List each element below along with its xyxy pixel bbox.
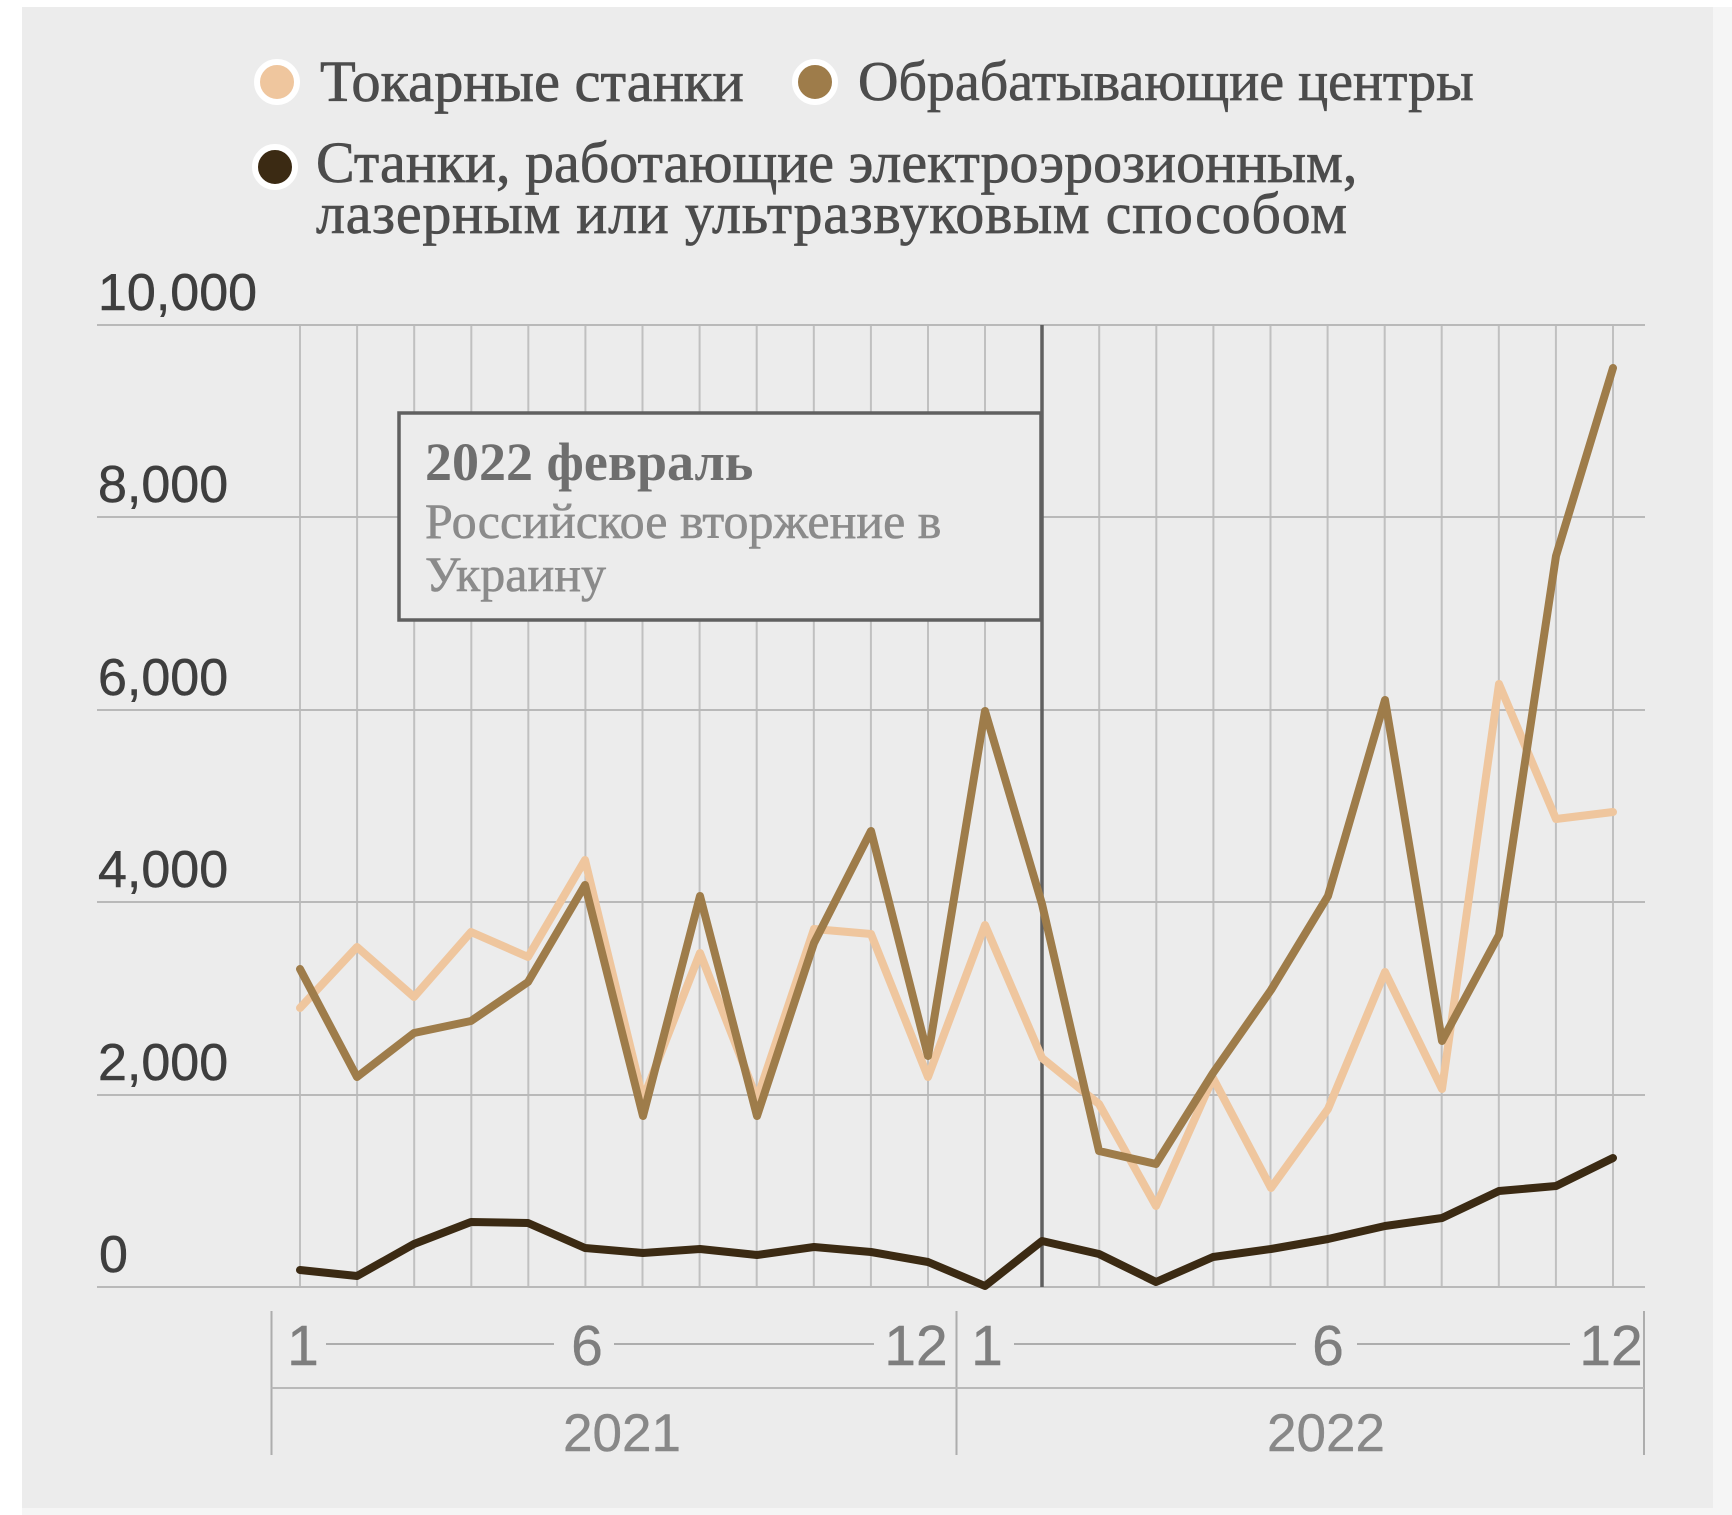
svg-text:8,000: 8,000 (98, 456, 228, 514)
svg-text:6: 6 (571, 1314, 603, 1378)
svg-text:1: 1 (287, 1314, 319, 1378)
svg-text:6,000: 6,000 (98, 649, 228, 707)
svg-text:12: 12 (884, 1314, 947, 1378)
svg-text:10,000: 10,000 (98, 264, 257, 322)
svg-text:Российское вторжение в: Российское вторжение в (425, 493, 941, 549)
svg-text:6: 6 (1312, 1314, 1344, 1378)
svg-text:0: 0 (99, 1226, 128, 1284)
svg-text:Украину: Украину (425, 546, 606, 602)
svg-text:2021: 2021 (563, 1404, 681, 1463)
svg-text:1: 1 (971, 1314, 1003, 1378)
svg-text:Обрабатывающие центры: Обрабатывающие центры (858, 51, 1474, 113)
svg-text:Станки, работающие электроэроз: Станки, работающие электроэрозионным, (316, 130, 1357, 195)
svg-text:лазерным или ультразвуковым сп: лазерным или ультразвуковым способом (316, 181, 1348, 246)
svg-text:2022: 2022 (1267, 1404, 1385, 1463)
svg-text:Токарные станки: Токарные станки (320, 49, 744, 114)
svg-text:4,000: 4,000 (98, 841, 228, 899)
svg-text:12: 12 (1579, 1314, 1642, 1378)
svg-text:2,000: 2,000 (98, 1034, 228, 1092)
svg-text:2022 февраль: 2022 февраль (425, 432, 753, 492)
